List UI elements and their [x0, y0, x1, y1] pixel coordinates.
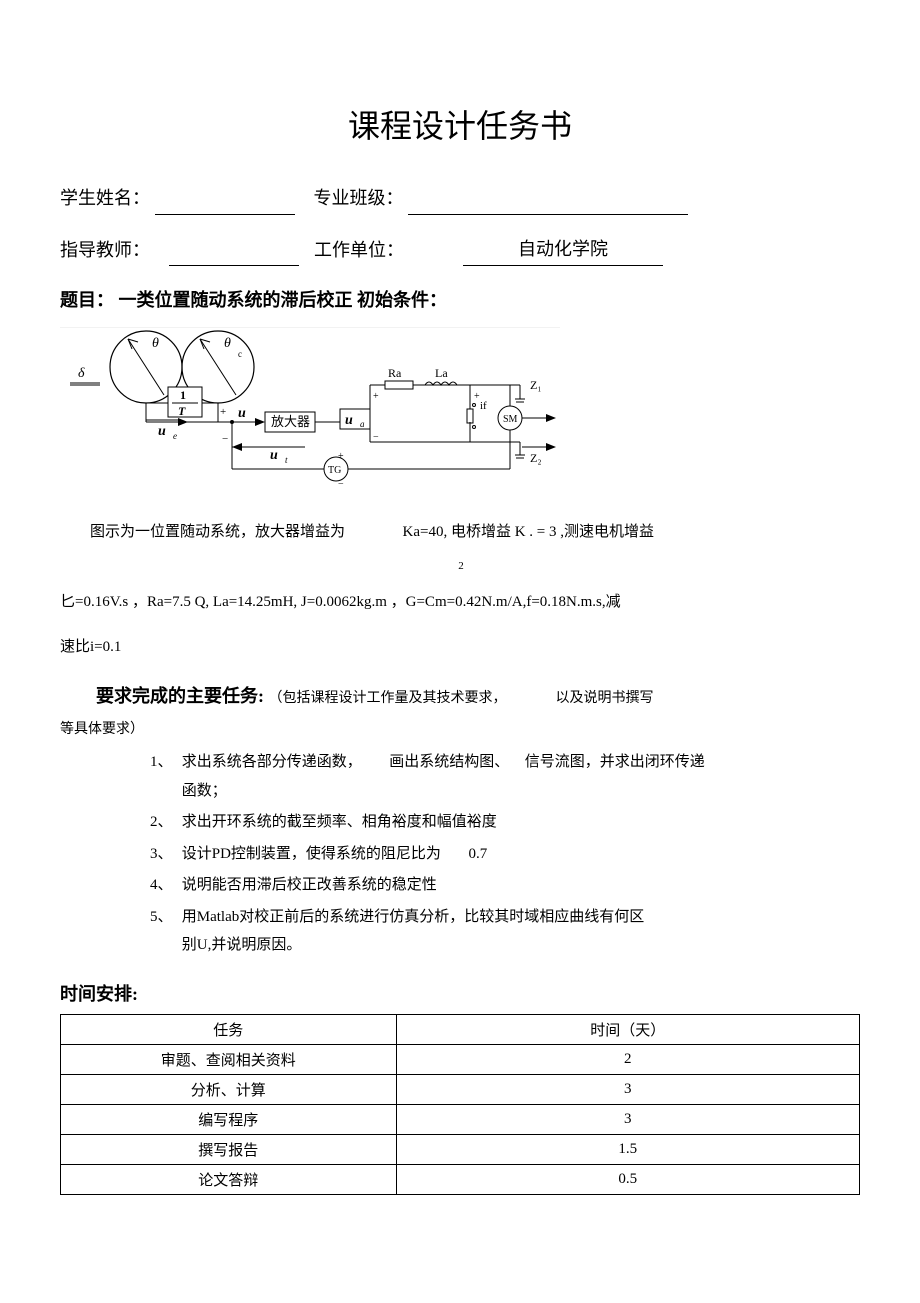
tasks-header-bold: 要求完成的主要任务: [96, 686, 264, 706]
teacher-label: 指导教师： [60, 234, 150, 266]
schedule-table: 任务 时间（天） 审题、查阅相关资料2分析、计算3编写程序3撰写报告1.5论文答… [60, 1014, 860, 1195]
class-blank [408, 214, 688, 215]
svg-text:+: + [373, 391, 379, 402]
subject-row: 题目： 一类位置随动系统的滞后校正 初始条件： [60, 286, 860, 312]
table-header-row: 任务 时间（天） [61, 1014, 860, 1044]
unit-value: 自动化学院 [463, 233, 663, 266]
param1-ka: Ka=40, [403, 524, 448, 540]
theta-r-label: θ [152, 336, 159, 351]
delta-label: δ [78, 366, 85, 381]
theta-c-sub: c [238, 349, 242, 359]
table-cell: 撰写报告 [61, 1134, 397, 1164]
task-list: 1、 求出系统各部分传递函数， 画出系统结构图、 信号流图，并求出闭环传递 函数… [60, 748, 860, 960]
ua-sub: a [360, 419, 365, 429]
task-item: 2、 求出开环系统的截至频率、相角裕度和幅值裕度 [150, 808, 860, 837]
table-cell: 3 [396, 1104, 859, 1134]
student-row: 学生姓名： 专业班级： [60, 182, 860, 214]
param1-bridge: 电桥增益 K . = 3 ,测速电机增益 [451, 524, 654, 540]
teacher-blank [169, 265, 299, 266]
task-text2: 画出系统结构图、 [389, 754, 509, 770]
svg-text:−: − [338, 479, 344, 490]
task-text: 设计PD控制装置，使得系统的阻尼比为 [182, 846, 441, 862]
tasks-header-small2: 以及说明书撰写 [556, 691, 654, 706]
z1-label: Z₁ [530, 378, 542, 392]
table-cell: 3 [396, 1074, 859, 1104]
student-label: 学生姓名： [60, 182, 150, 214]
task-item: 4、 说明能否用滞后校正改善系统的稳定性 [150, 871, 860, 900]
svg-text:+: + [220, 406, 226, 418]
task-item: 5、 用Matlab对校正前后的系统进行仿真分析，比较其时域相应曲线有何区 别U… [150, 903, 860, 960]
ut-label: u [270, 448, 278, 463]
amp-label: 放大器 [271, 414, 310, 429]
tasks-header-small: （包括课程设计工作量及其技术要求， [269, 691, 507, 706]
theta-c-label: θ [224, 336, 231, 351]
task-text: 用Matlab对校正前后的系统进行仿真分析，比较其时域相应曲线有何区 [182, 909, 645, 925]
svg-text:+: + [338, 451, 344, 462]
tg-label: TG [328, 465, 341, 476]
tasks-header-line2: 等具体要求） [60, 718, 860, 738]
task-text: 求出系统各部分传递函数， [182, 754, 362, 770]
param-line3: 速比i=0.1 [60, 632, 860, 662]
unit-label: 工作单位： [314, 234, 404, 266]
svg-text:e: e [173, 431, 177, 441]
sm-label: SM [503, 414, 518, 425]
subject-label: 题目： [60, 290, 114, 310]
t-label: T [178, 404, 186, 418]
table-row: 撰写报告1.5 [61, 1134, 860, 1164]
student-blank [155, 214, 295, 215]
table-row: 分析、计算3 [61, 1074, 860, 1104]
z2-label: Z₂ [530, 451, 542, 465]
tasks-header: 要求完成的主要任务: （包括课程设计工作量及其技术要求， 以及说明书撰写 [60, 682, 860, 708]
if-label: if [480, 400, 487, 412]
schedule-header: 时间安排: [60, 980, 860, 1006]
table-cell: 编写程序 [61, 1104, 397, 1134]
task-num: 5、 [150, 903, 178, 932]
param-line koncentrline2: 匕=0.16V.s ，Ra=7.5 Q, La=14.25mH, J=0.006… [60, 587, 860, 617]
col-time: 时间（天） [396, 1014, 859, 1044]
task-item: 1、 求出系统各部分传递函数， 画出系统结构图、 信号流图，并求出闭环传递 函数… [150, 748, 860, 805]
task-text: 说明能否用滞后校正改善系统的稳定性 [182, 877, 437, 893]
col-task: 任务 [61, 1014, 397, 1044]
table-cell: 审题、查阅相关资料 [61, 1044, 397, 1074]
la-label: La [435, 366, 448, 380]
teacher-row: 指导教师： 工作单位： 自动化学院 [60, 233, 860, 266]
task-cont: 别U,并说明原因。 [182, 937, 302, 953]
svg-text:−: − [222, 433, 228, 445]
ue-label: u [158, 424, 166, 439]
task-num: 3、 [150, 840, 178, 869]
table-cell: 论文答辩 [61, 1164, 397, 1194]
table-row: 编写程序3 [61, 1104, 860, 1134]
ua-label: u [345, 413, 353, 428]
task-num: 4、 [150, 871, 178, 900]
param-line1: 图示为一位置随动系统，放大器增益为 Ka=40, 电桥增益 K . = 3 ,测… [60, 517, 860, 547]
ra-label: Ra [388, 366, 402, 380]
u-label: u [238, 406, 246, 421]
one-label: 1 [180, 388, 186, 402]
table-cell: 0.5 [396, 1164, 859, 1194]
task-num: 1、 [150, 748, 178, 777]
ut-sub: t [285, 455, 288, 465]
table-cell: 2 [396, 1044, 859, 1074]
task-text2: 0.7 [468, 846, 487, 862]
task-num: 2、 [150, 808, 178, 837]
page-title: 课程设计任务书 [60, 101, 860, 147]
circuit-diagram: δ θ θ c 1 T u e + u [60, 327, 560, 497]
table-row: 论文答辩0.5 [61, 1164, 860, 1194]
svg-text:−: − [373, 432, 379, 443]
subject-text: 一类位置随动系统的滞后校正 初始条件： [119, 290, 448, 310]
task-item: 3、 设计PD控制装置，使得系统的阻尼比为 0.7 [150, 840, 860, 869]
param1-prefix: 图示为一位置随动系统，放大器增益为 [90, 524, 345, 540]
class-label: 专业班级： [314, 182, 404, 214]
task-text3: 信号流图，并求出闭环传递 [525, 754, 705, 770]
table-row: 审题、查阅相关资料2 [61, 1044, 860, 1074]
task-cont: 函数； [182, 783, 227, 799]
param-sub2: 2 [458, 560, 464, 572]
task-text: 求出开环系统的截至频率、相角裕度和幅值裕度 [182, 814, 497, 830]
table-cell: 1.5 [396, 1134, 859, 1164]
table-cell: 分析、计算 [61, 1074, 397, 1104]
